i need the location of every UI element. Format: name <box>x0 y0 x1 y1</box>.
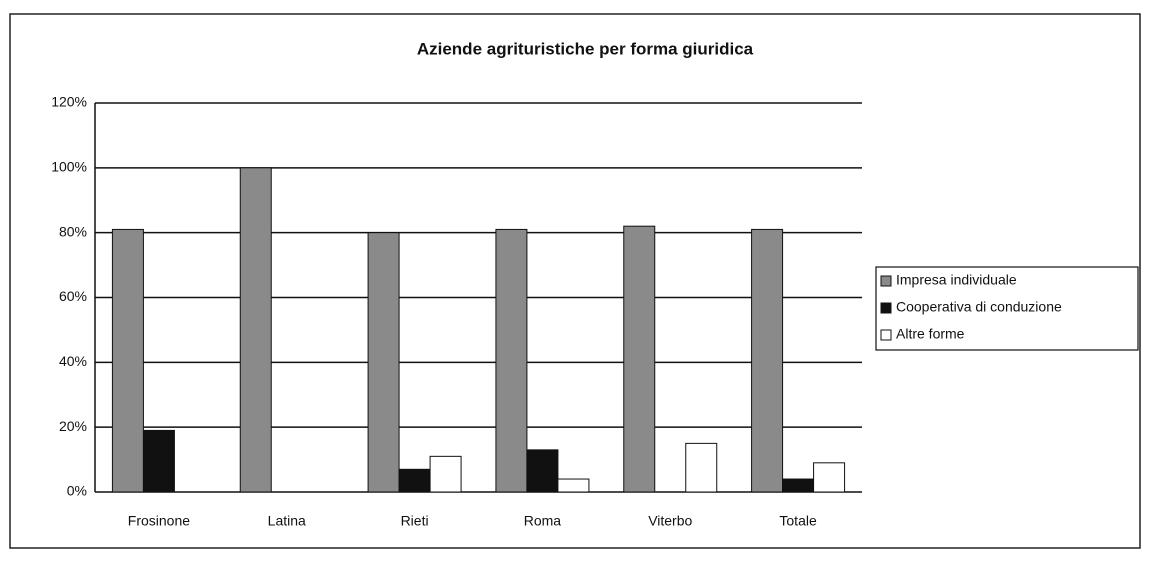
bar <box>782 478 815 493</box>
bar <box>557 478 590 493</box>
chart-frame <box>9 13 1141 549</box>
bar <box>623 225 656 493</box>
x-tick-label: Roma <box>524 513 562 529</box>
x-tick-label: Rieti <box>401 513 429 529</box>
chart-title: Aziende agrituristiche per forma giuridi… <box>417 39 754 58</box>
bar <box>813 462 846 493</box>
legend-label: Altre forme <box>896 326 965 342</box>
bar <box>495 228 528 493</box>
y-tick-label: 120% <box>51 94 87 110</box>
x-tick-label: Viterbo <box>648 513 692 529</box>
bar <box>142 429 175 493</box>
y-tick-label: 100% <box>51 159 87 175</box>
bar <box>367 232 400 493</box>
legend-swatch <box>880 302 892 314</box>
bar <box>751 228 784 493</box>
y-tick-label: 60% <box>59 288 87 304</box>
bar <box>111 228 144 493</box>
bar <box>239 167 272 493</box>
x-tick-label: Totale <box>779 513 817 529</box>
legend-label: Cooperativa di conduzione <box>896 299 1062 315</box>
y-tick-label: 80% <box>59 223 87 239</box>
legend-swatch <box>880 275 892 287</box>
bar <box>685 442 718 493</box>
legend-box <box>875 266 1139 351</box>
y-tick-label: 40% <box>59 353 87 369</box>
bar <box>526 449 559 493</box>
legend-swatch <box>880 329 892 341</box>
x-tick-label: Latina <box>268 513 306 529</box>
bar <box>429 455 462 493</box>
legend-label: Impresa individuale <box>896 272 1017 288</box>
y-tick-label: 0% <box>67 483 87 499</box>
x-tick-label: Frosinone <box>128 513 190 529</box>
bar <box>398 468 431 493</box>
y-tick-label: 20% <box>59 418 87 434</box>
